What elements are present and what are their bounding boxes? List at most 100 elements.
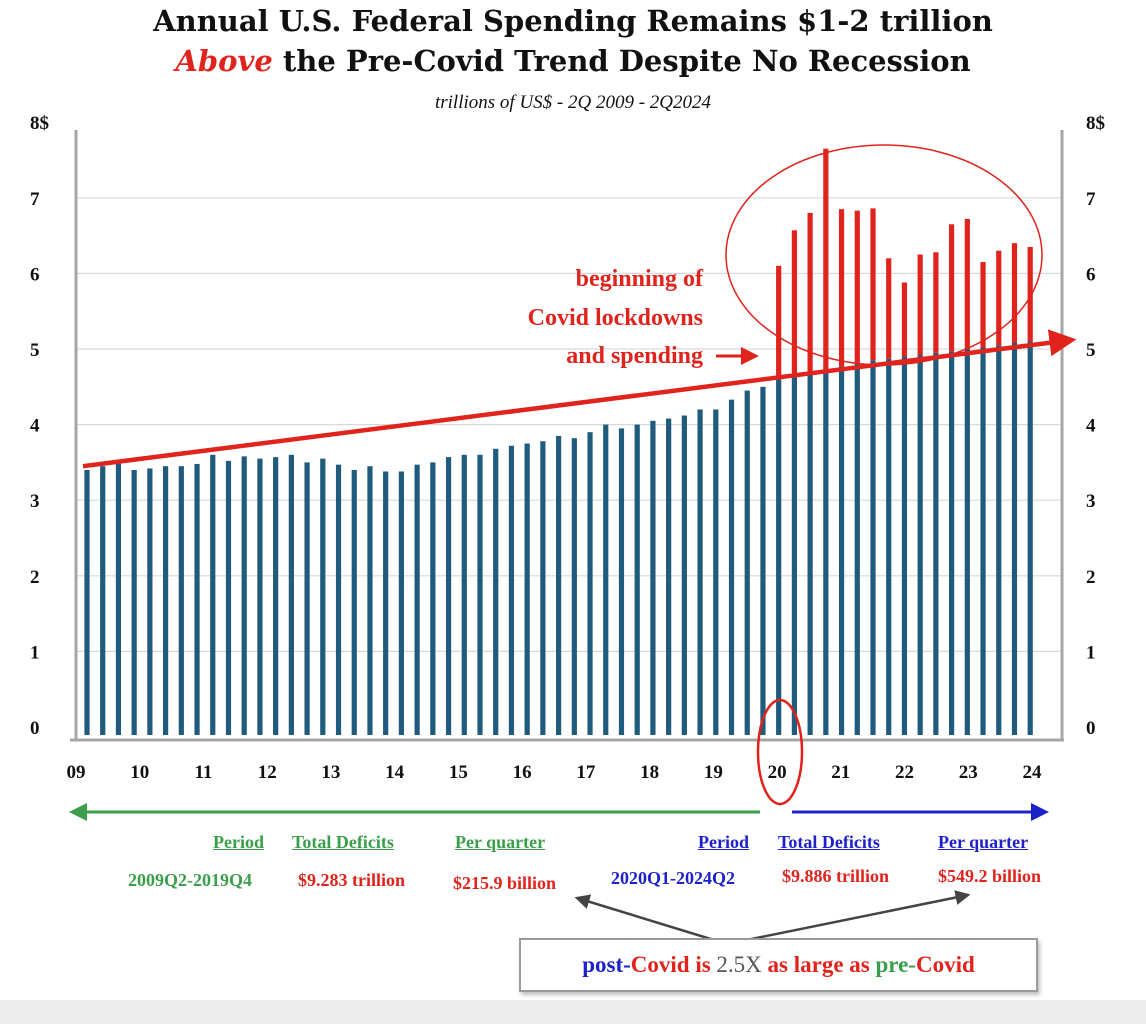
bar xyxy=(508,445,515,735)
bar xyxy=(697,409,703,735)
bar xyxy=(933,352,939,735)
y-tick-label-left: 5 xyxy=(30,340,40,361)
y-tick-label-left: 4 xyxy=(30,416,40,437)
bar xyxy=(304,462,310,735)
bar xyxy=(807,371,813,735)
bar xyxy=(854,362,860,735)
bar xyxy=(776,379,782,735)
covid-bar xyxy=(949,224,955,352)
chart-subtitle: trillions of US$ - 2Q 2009 - 2Q2024 xyxy=(434,92,712,113)
bar xyxy=(791,375,797,735)
pre-header-period: Period xyxy=(213,832,264,852)
covid-bar xyxy=(933,252,939,353)
covid-bar xyxy=(901,282,908,357)
bar xyxy=(100,466,106,735)
pre-per-quarter-value: $215.9 billion xyxy=(453,873,557,893)
callout-arrow-right xyxy=(726,890,971,946)
bar xyxy=(823,369,829,735)
y-tick-label-left: 1 xyxy=(30,642,40,663)
y-tick-label-right: 3 xyxy=(1086,491,1096,512)
bar xyxy=(556,435,562,735)
bar xyxy=(728,399,735,735)
covid-bar xyxy=(886,258,892,359)
y-tick-label-left: 8$ xyxy=(30,113,49,134)
trend-line xyxy=(82,329,1077,469)
callout-covid-1: Covid is xyxy=(630,952,717,977)
bar xyxy=(367,466,373,735)
bar xyxy=(288,454,294,735)
bar xyxy=(949,351,955,735)
bar xyxy=(917,355,923,735)
bar xyxy=(178,466,184,735)
bar xyxy=(163,466,169,735)
bar xyxy=(131,469,137,735)
x-tick-label: 17 xyxy=(576,762,596,783)
y-tick-label-left: 6 xyxy=(30,264,40,285)
covid-bar xyxy=(838,209,845,367)
x-tick-label: 15 xyxy=(449,762,468,783)
bar xyxy=(335,464,342,735)
covid-bar xyxy=(964,218,970,349)
year-20-circle xyxy=(756,698,804,806)
covid-bar xyxy=(980,262,986,348)
covid-bar xyxy=(776,265,782,380)
bar xyxy=(650,420,656,735)
bar xyxy=(603,424,609,735)
post-per-quarter-value: $549.2 billion xyxy=(938,866,1042,886)
bar xyxy=(681,415,687,735)
bar xyxy=(618,428,625,735)
bar xyxy=(383,471,389,735)
bar xyxy=(477,454,483,735)
x-tick-label: 23 xyxy=(959,762,978,783)
bar xyxy=(194,463,200,735)
x-tick-label: 22 xyxy=(895,762,914,783)
y-tick-label-right: 1 xyxy=(1086,642,1096,663)
bar xyxy=(398,471,404,735)
covid-bar xyxy=(870,208,876,361)
bar xyxy=(493,448,499,735)
post-total-value: $9.886 trillion xyxy=(782,866,889,886)
callout-post: post- xyxy=(582,952,631,977)
y-tick-label-right: 7 xyxy=(1086,189,1096,210)
x-tick-label: 11 xyxy=(194,762,212,783)
bar xyxy=(257,458,263,735)
bottom-bar xyxy=(0,1000,1146,1024)
post-header-total: Total Deficits xyxy=(778,832,880,852)
pre-header-total: Total Deficits xyxy=(292,832,394,852)
post-header-period: Period xyxy=(698,832,749,852)
pre-header-per-quarter: Per quarter xyxy=(455,832,546,852)
title-emphasis: Above xyxy=(175,44,273,78)
covid-bar xyxy=(1027,246,1033,342)
chart-title-line2: Above the Pre-Covid Trend Despite No Rec… xyxy=(0,44,1146,78)
y-tick-label-right: 8$ xyxy=(1086,113,1105,134)
annotation-text: and spending xyxy=(566,343,703,369)
covid-bar xyxy=(1011,243,1018,343)
bar xyxy=(147,468,153,735)
bar xyxy=(430,462,436,735)
callout-multiplier: 2.5X xyxy=(716,952,762,977)
bar xyxy=(1027,341,1033,735)
covid-bar xyxy=(854,210,860,363)
bar xyxy=(351,469,357,735)
bar xyxy=(461,454,467,735)
covid-surge-circle xyxy=(725,144,1043,366)
x-tick-label: 24 xyxy=(1023,762,1043,783)
bar xyxy=(587,432,593,735)
bar xyxy=(964,349,970,735)
y-tick-label-right: 4 xyxy=(1086,416,1096,437)
bar xyxy=(414,464,420,735)
x-tick-label: 16 xyxy=(513,762,532,783)
bar xyxy=(571,438,577,735)
callout-mid: as large as xyxy=(761,952,876,977)
bar xyxy=(84,469,90,735)
pre-total-value: $9.283 trillion xyxy=(298,870,405,890)
bar xyxy=(713,409,719,735)
x-tick-label: 13 xyxy=(321,762,340,783)
covid-bar xyxy=(823,148,829,370)
bar xyxy=(980,347,986,735)
bar xyxy=(870,360,876,735)
y-tick-label-left: 3 xyxy=(30,491,40,512)
y-tick-label-right: 6 xyxy=(1086,264,1096,285)
x-tick-label: 20 xyxy=(768,762,787,783)
comparison-callout: post-Covid is 2.5X as large as pre-Covid xyxy=(519,938,1038,992)
